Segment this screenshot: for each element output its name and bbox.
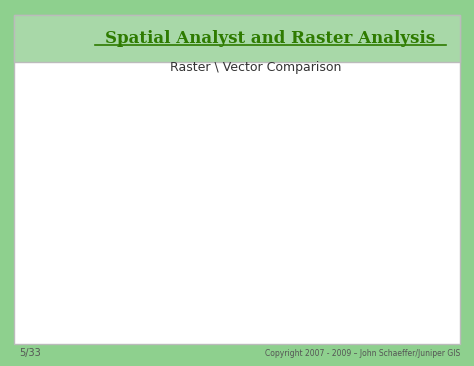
Polygon shape [77,119,139,172]
Text: GIS: GIS [25,46,37,52]
Polygon shape [112,210,157,228]
Polygon shape [59,195,121,248]
Text: Copyright 2007 - 2009 – John Schaeffer/Juniper GIS: Copyright 2007 - 2009 – John Schaeffer/J… [264,349,460,358]
Text: Vector: Vector [300,216,345,229]
Text: Raster-Vector Data Model: Raster-Vector Data Model [66,68,408,93]
Ellipse shape [41,102,389,333]
Polygon shape [41,313,201,343]
Polygon shape [77,119,291,183]
Polygon shape [77,161,228,194]
Polygon shape [103,206,170,231]
Text: 5/33: 5/33 [19,348,41,358]
Text: juniper: juniper [21,31,73,44]
Text: Real World: Real World [277,298,353,311]
Polygon shape [59,195,282,257]
Polygon shape [139,122,197,158]
Polygon shape [59,237,219,268]
Polygon shape [41,268,273,333]
Text: Raster \ Vector Comparison: Raster \ Vector Comparison [170,61,342,74]
Text: Marsh: Marsh [108,208,136,225]
Polygon shape [77,138,148,169]
Polygon shape [148,151,170,161]
Text: Spatial Analyst and Raster Analysis: Spatial Analyst and Raster Analysis [105,30,435,46]
Polygon shape [99,279,161,305]
Polygon shape [170,279,259,305]
Polygon shape [201,273,273,293]
Polygon shape [201,130,291,169]
Circle shape [62,22,107,46]
Text: Grassland: Grassland [126,189,165,207]
Text: Raster: Raster [300,140,346,153]
Polygon shape [183,200,264,223]
Polygon shape [94,299,139,313]
Polygon shape [41,268,112,324]
FancyBboxPatch shape [17,17,101,60]
